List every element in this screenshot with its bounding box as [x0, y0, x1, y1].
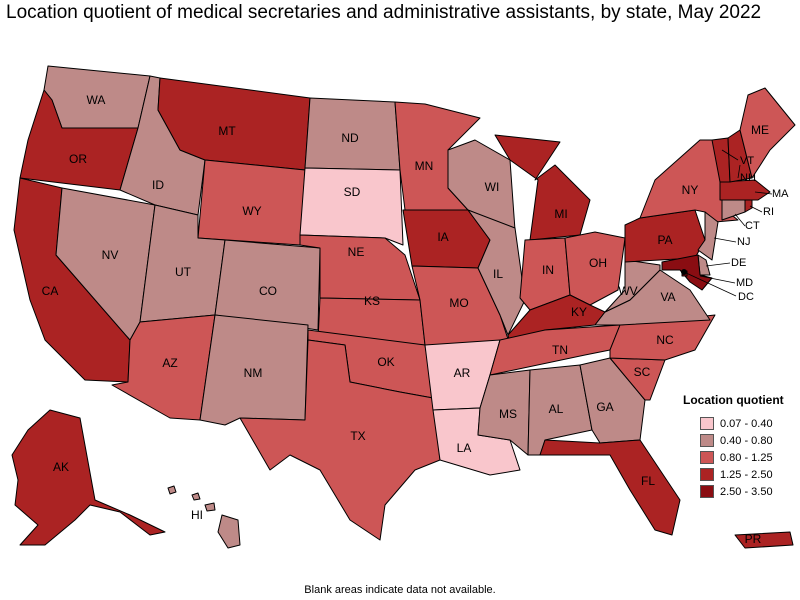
legend-title: Location quotient	[683, 393, 784, 407]
label-ca: CA	[42, 284, 59, 298]
label-me: ME	[751, 123, 769, 137]
label-ky: KY	[571, 305, 587, 319]
leader-dc	[683, 271, 737, 297]
label-nc: NC	[656, 333, 674, 347]
legend-item: 0.80 - 1.25	[683, 449, 798, 466]
legend-label: 1.25 - 2.50	[720, 468, 773, 481]
label-ri: RI	[763, 206, 774, 218]
label-sd: SD	[344, 185, 361, 199]
footnote: Blank areas indicate data not available.	[304, 584, 496, 596]
label-wy: WY	[242, 204, 261, 218]
legend-item: 2.50 - 3.50	[683, 483, 798, 500]
leader-ri	[749, 205, 763, 213]
state-wv[interactable]	[604, 259, 661, 313]
legend: Location quotient 0.07 - 0.40 0.40 - 0.8…	[683, 393, 798, 500]
label-mn: MN	[415, 159, 434, 173]
label-ms: MS	[499, 407, 517, 421]
label-md: MD	[736, 277, 753, 289]
label-co: CO	[259, 284, 277, 298]
state-fl[interactable]	[539, 439, 681, 536]
label-nv: NV	[102, 248, 119, 262]
label-ks: KS	[364, 294, 380, 308]
label-vt: VT	[740, 155, 754, 167]
label-az: AZ	[162, 356, 177, 370]
label-ar: AR	[454, 366, 471, 380]
label-ak: AK	[53, 460, 69, 474]
label-mi: MI	[554, 207, 567, 221]
legend-swatch	[700, 417, 714, 430]
legend-item: 0.40 - 0.80	[683, 432, 798, 449]
label-de: DE	[731, 257, 746, 269]
legend-swatch	[700, 468, 714, 481]
state-hi[interactable]	[167, 485, 241, 549]
legend-swatch	[700, 434, 714, 447]
leader-nh	[737, 164, 741, 179]
label-ut: UT	[175, 265, 192, 279]
label-mo: MO	[449, 296, 468, 310]
label-tn: TN	[552, 343, 568, 357]
state-pr[interactable]	[734, 531, 794, 549]
label-wv: WV	[618, 284, 637, 298]
label-hi: HI	[191, 508, 203, 522]
label-la: LA	[457, 441, 472, 455]
label-nd: ND	[341, 131, 359, 145]
legend-item: 0.07 - 0.40	[683, 415, 798, 432]
label-in: IN	[542, 263, 554, 277]
legend-swatch	[700, 485, 714, 498]
label-wi: WI	[485, 180, 500, 194]
label-ny: NY	[682, 183, 699, 197]
state-nj[interactable]	[697, 211, 719, 261]
leader-vt	[721, 149, 739, 161]
label-ok: OK	[377, 355, 394, 369]
label-mt: MT	[218, 124, 236, 138]
label-nj: NJ	[737, 236, 750, 248]
map-title: Location quotient of medical secretaries…	[6, 2, 762, 23]
leader-de	[705, 262, 731, 267]
legend-swatch	[700, 451, 714, 464]
legend-label: 2.50 - 3.50	[720, 485, 773, 498]
label-ia: IA	[437, 230, 448, 244]
leader-md	[699, 275, 736, 284]
label-nm: NM	[244, 366, 263, 380]
label-oh: OH	[589, 256, 607, 270]
label-ma: MA	[772, 188, 789, 200]
legend-label: 0.80 - 1.25	[720, 451, 773, 464]
state-il[interactable]	[467, 209, 526, 336]
label-al: AL	[549, 402, 564, 416]
label-va: VA	[660, 290, 675, 304]
label-fl: FL	[641, 474, 655, 488]
label-ct: CT	[745, 220, 760, 232]
legend-label: 0.07 - 0.40	[720, 417, 773, 430]
label-dc: DC	[738, 291, 754, 303]
label-il: IL	[493, 267, 503, 281]
leader-nj	[713, 237, 737, 243]
state-me[interactable]	[739, 87, 796, 179]
label-sc: SC	[634, 365, 651, 379]
label-ne: NE	[348, 245, 365, 259]
leader-ma	[754, 191, 773, 195]
label-id: ID	[152, 178, 164, 192]
state-tx[interactable]	[239, 339, 441, 541]
state-ak[interactable]	[11, 409, 166, 546]
label-or: OR	[69, 152, 87, 166]
label-pa: PA	[657, 233, 672, 247]
legend-item: 1.25 - 2.50	[683, 466, 798, 483]
state-mi[interactable]	[494, 134, 591, 241]
legend-label: 0.40 - 0.80	[720, 434, 773, 447]
state-wy[interactable]	[197, 159, 306, 246]
label-wa: WA	[87, 93, 106, 107]
state-sd[interactable]	[299, 167, 404, 246]
label-pr: PR	[745, 532, 762, 546]
leader-ct	[734, 213, 746, 227]
label-ga: GA	[596, 400, 613, 414]
label-nh: NH	[740, 172, 756, 184]
state-ma[interactable]	[719, 179, 771, 201]
label-tx: TX	[350, 429, 365, 443]
